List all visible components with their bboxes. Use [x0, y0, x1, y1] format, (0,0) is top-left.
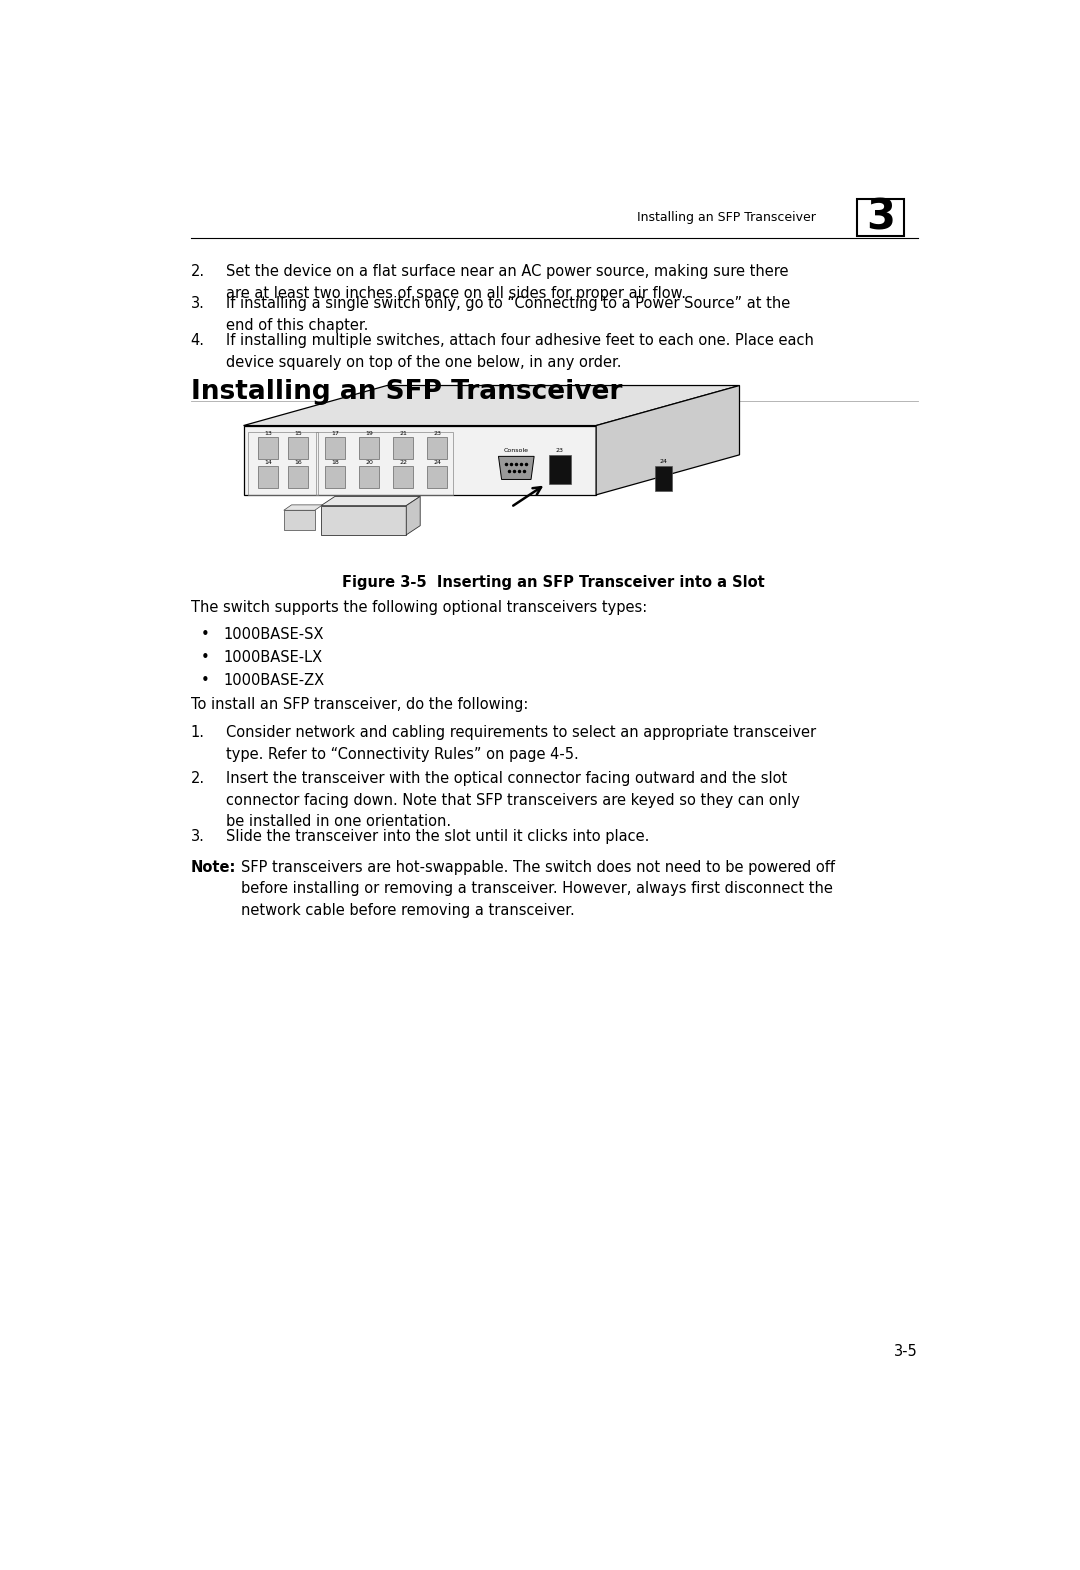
Text: Insert the transceiver with the optical connector facing outward and the slot
co: Insert the transceiver with the optical … — [226, 771, 799, 829]
Polygon shape — [321, 496, 420, 506]
Text: 2.: 2. — [191, 264, 205, 279]
Text: 13: 13 — [265, 430, 272, 435]
FancyBboxPatch shape — [393, 436, 414, 458]
Text: To install an SFP transceiver, do the following:: To install an SFP transceiver, do the fo… — [191, 697, 528, 713]
Text: 18: 18 — [332, 460, 339, 465]
FancyBboxPatch shape — [258, 436, 279, 458]
Text: Slide the transceiver into the slot until it clicks into place.: Slide the transceiver into the slot unti… — [226, 829, 649, 845]
Text: Console: Console — [503, 449, 529, 454]
Text: If installing a single switch only, go to “Connecting to a Power Source” at the
: If installing a single switch only, go t… — [226, 297, 789, 333]
Text: Consider network and cabling requirements to select an appropriate transceiver
t: Consider network and cabling requirement… — [226, 725, 815, 761]
Text: 21: 21 — [400, 430, 407, 435]
FancyBboxPatch shape — [549, 455, 570, 484]
Polygon shape — [243, 425, 596, 495]
FancyBboxPatch shape — [325, 466, 345, 488]
Text: 1000BASE-LX: 1000BASE-LX — [224, 650, 323, 664]
Text: 2.: 2. — [191, 771, 205, 787]
Polygon shape — [499, 457, 535, 479]
Text: Installing an SFP Transceiver: Installing an SFP Transceiver — [191, 380, 622, 405]
Text: 4.: 4. — [191, 333, 205, 349]
Polygon shape — [596, 386, 740, 495]
FancyBboxPatch shape — [359, 436, 379, 458]
FancyBboxPatch shape — [428, 436, 447, 458]
Text: 1000BASE-SX: 1000BASE-SX — [224, 626, 324, 642]
FancyBboxPatch shape — [656, 466, 672, 491]
Text: The switch supports the following optional transceivers types:: The switch supports the following option… — [191, 600, 647, 615]
Text: •: • — [201, 626, 210, 642]
Text: 3.: 3. — [191, 297, 205, 311]
FancyBboxPatch shape — [359, 466, 379, 488]
Text: Set the device on a flat surface near an AC power source, making sure there
are : Set the device on a flat surface near an… — [226, 264, 788, 301]
FancyBboxPatch shape — [393, 466, 414, 488]
FancyBboxPatch shape — [287, 436, 308, 458]
Text: 17: 17 — [330, 430, 339, 435]
Polygon shape — [284, 510, 314, 531]
FancyBboxPatch shape — [287, 466, 308, 488]
Text: 24: 24 — [660, 458, 667, 465]
Text: 3.: 3. — [191, 829, 205, 845]
FancyBboxPatch shape — [258, 466, 279, 488]
Text: •: • — [201, 672, 210, 688]
Text: 23: 23 — [433, 430, 442, 435]
Text: 3-5: 3-5 — [894, 1344, 918, 1358]
Polygon shape — [243, 386, 740, 425]
Polygon shape — [321, 506, 406, 535]
Text: 19: 19 — [365, 430, 373, 435]
Text: Note:: Note: — [191, 860, 237, 874]
Text: 23: 23 — [556, 447, 564, 452]
Text: Installing an SFP Transceiver: Installing an SFP Transceiver — [636, 210, 815, 225]
Text: 24: 24 — [433, 460, 442, 465]
Text: •: • — [201, 650, 210, 664]
Text: 3: 3 — [866, 196, 895, 239]
Text: If installing multiple switches, attach four adhesive feet to each one. Place ea: If installing multiple switches, attach … — [226, 333, 813, 371]
Polygon shape — [406, 496, 420, 535]
Polygon shape — [284, 506, 323, 510]
Text: 1.: 1. — [191, 725, 205, 739]
Text: Figure 3-5  Inserting an SFP Transceiver into a Slot: Figure 3-5 Inserting an SFP Transceiver … — [342, 575, 765, 590]
Text: 20: 20 — [365, 460, 373, 465]
Text: 14: 14 — [265, 460, 272, 465]
Text: 22: 22 — [400, 460, 407, 465]
Text: 15: 15 — [294, 430, 301, 435]
FancyBboxPatch shape — [325, 436, 345, 458]
Text: SFP transceivers are hot-swappable. The switch does not need to be powered off
b: SFP transceivers are hot-swappable. The … — [241, 860, 835, 918]
FancyBboxPatch shape — [428, 466, 447, 488]
Text: 1000BASE-ZX: 1000BASE-ZX — [224, 672, 324, 688]
Text: 16: 16 — [294, 460, 301, 465]
